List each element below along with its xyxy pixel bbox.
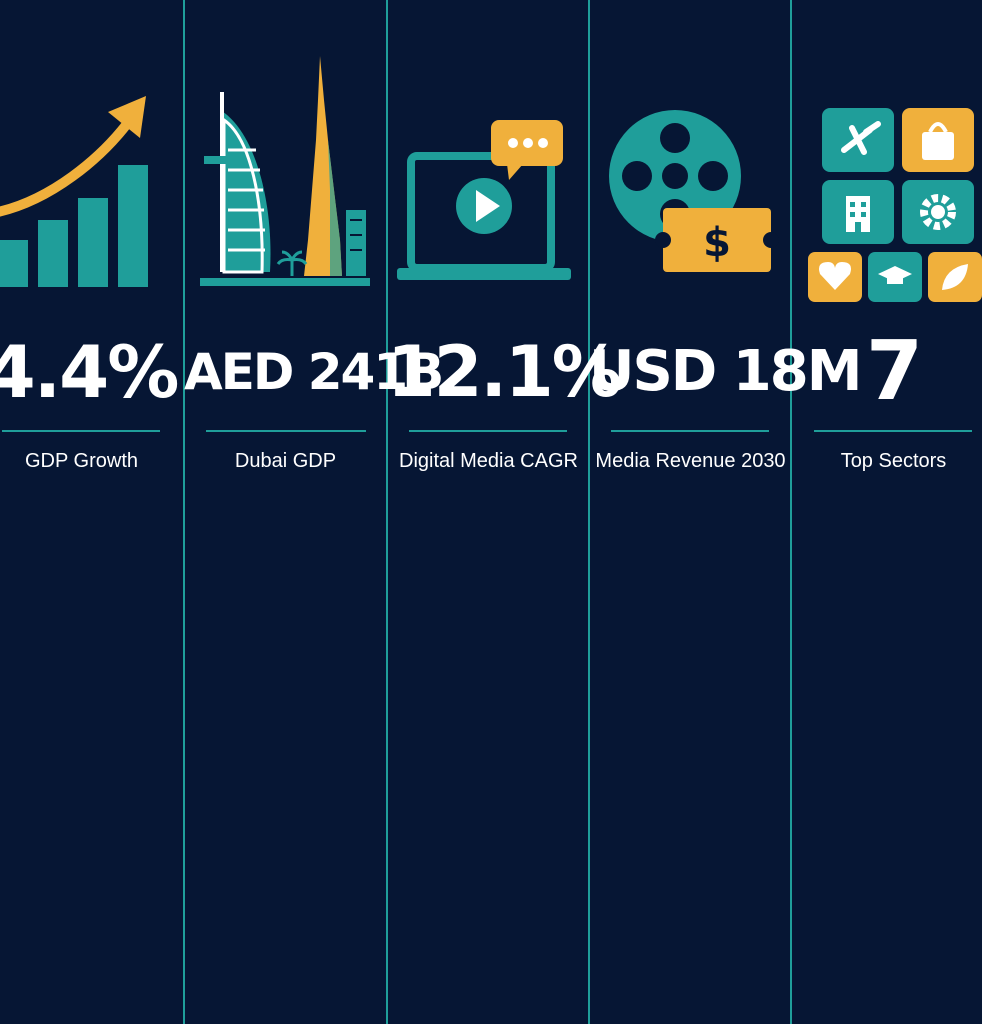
column-divider [183,0,185,1024]
stat-underline [611,430,769,432]
sector-tiles-icon [792,40,982,310]
stat-gdp-growth: 4.4% GDP Growth [0,0,183,1024]
stat-label: Dubai GDP [234,450,337,472]
dubai-skyline-icon [184,40,387,310]
stat-digital-media-cagr: 12.1% Digital Media CAGR [387,0,622,1024]
stat-underline [206,430,366,432]
laptop-video-icon [387,40,590,310]
film-reel-money-icon: $ [589,40,792,310]
stat-underline [2,430,160,432]
stat-value: AED 241B [184,343,444,401]
column-divider [386,0,388,1024]
stat-label: Media Revenue 2030 [595,450,786,472]
stat-label: Top Sectors [840,450,947,472]
growth-chart-icon [0,40,183,310]
stat-value: 7 [865,324,923,419]
stat-underline [409,430,567,432]
svg-text:$: $ [703,220,731,266]
stat-dubai-gdp: AED 241B Dubai GDP [184,0,444,1024]
stat-label: Digital Media CAGR [399,450,578,472]
stat-value: 12.1% [387,331,622,413]
stat-top-sectors: 7 Top Sectors [792,0,982,1024]
column-divider [790,0,792,1024]
stat-value: USD 18M [589,339,862,404]
column-divider [588,0,590,1024]
stat-value: 4.4% [0,330,179,414]
stat-underline [814,430,972,432]
stat-media-revenue-2030: $ USD 18M Media Revenue 2030 [589,0,862,1024]
stat-label: GDP Growth [25,450,138,472]
